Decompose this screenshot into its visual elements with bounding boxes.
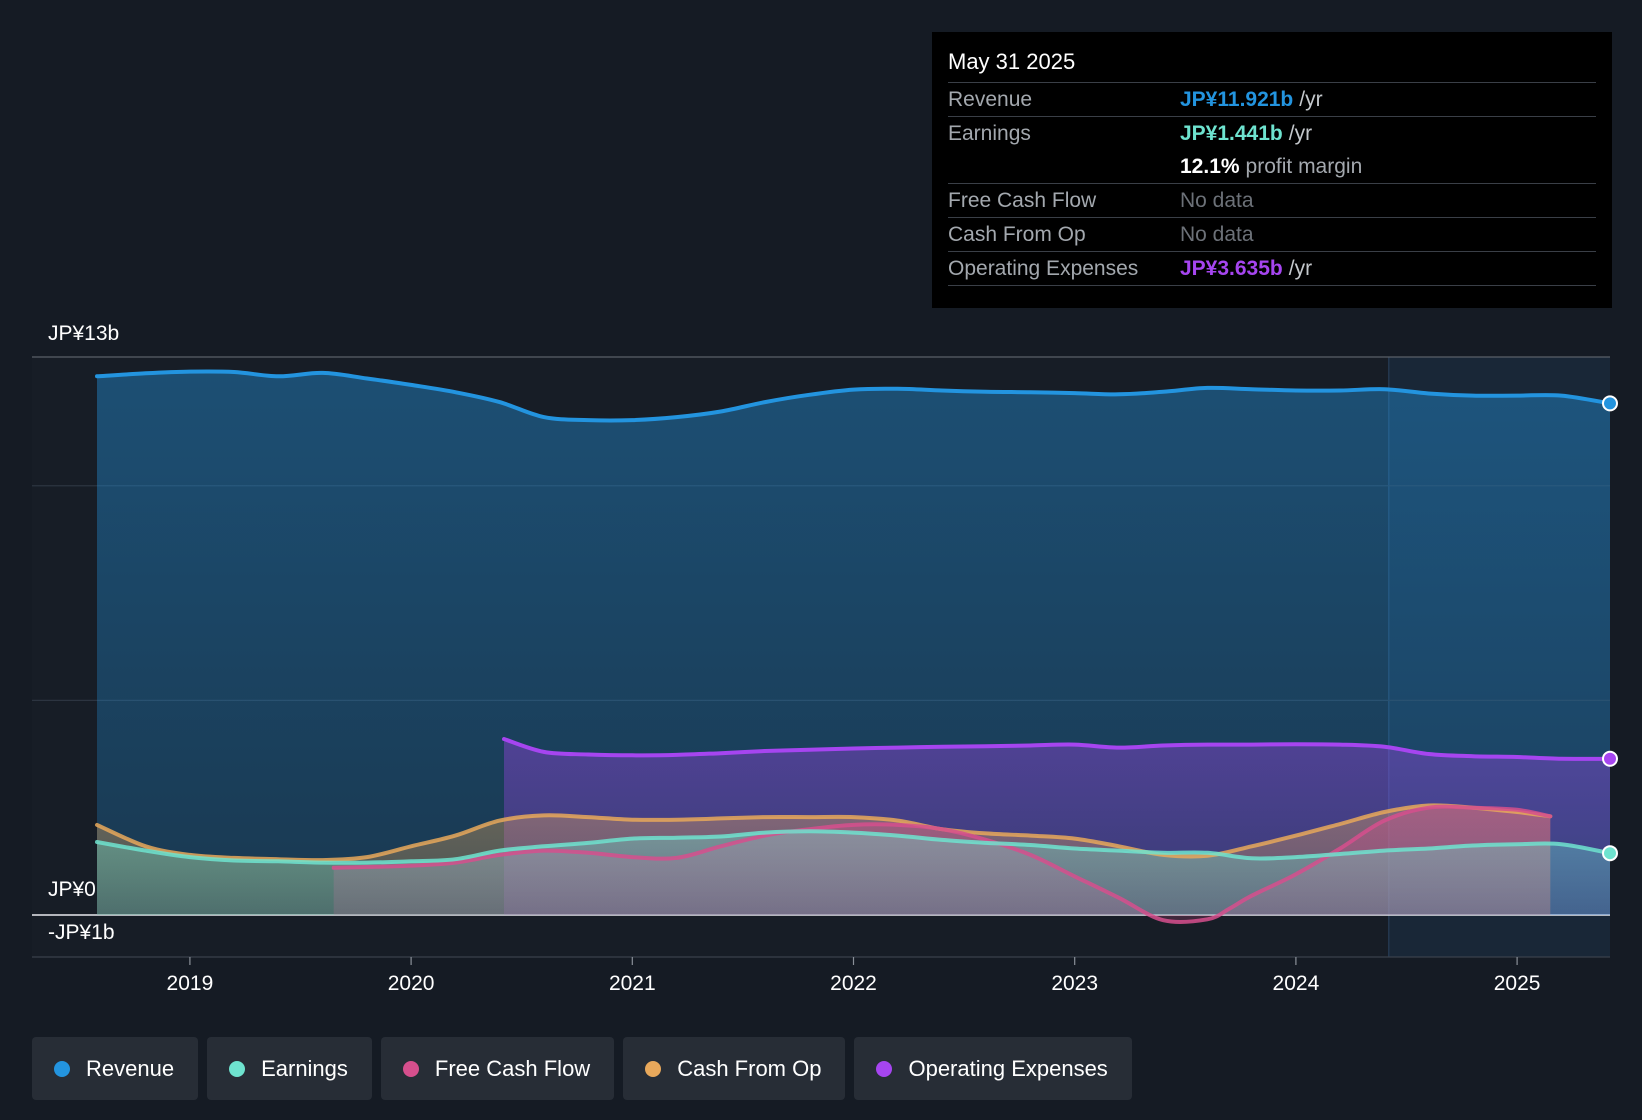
line-cash-from-op	[95, 803, 1553, 863]
x-tick-label: 2025	[1494, 972, 1541, 995]
tooltip-value: No data	[1180, 189, 1254, 212]
x-tick-label: 2021	[609, 972, 656, 995]
profit-margin-label: profit margin	[1245, 155, 1363, 178]
legend-label: Revenue	[86, 1055, 175, 1081]
x-tick-label: 2023	[1051, 972, 1098, 995]
tooltip-value: JP¥1.441b	[1180, 122, 1283, 145]
tooltip-row-opex: Operating Expenses JP¥3.635b /yr	[948, 252, 1596, 286]
legend-label: Cash From Op	[677, 1055, 822, 1081]
tooltip-label: Free Cash Flow	[948, 189, 1097, 212]
tooltip-unit: /yr	[1288, 122, 1313, 145]
legend-item-earnings[interactable]: Earnings	[207, 1037, 372, 1100]
legend-item-free-cash-flow[interactable]: Free Cash Flow	[380, 1037, 615, 1100]
tooltip-row-revenue: Revenue JP¥11.921b /yr	[948, 83, 1596, 117]
tooltip-unit: /yr	[1299, 88, 1323, 111]
legend-dot-icon	[876, 1060, 893, 1077]
tooltip-value: No data	[1180, 223, 1254, 246]
tooltip-unit: /yr	[1288, 257, 1313, 280]
legend: Revenue Earnings Free Cash Flow Cash Fro…	[32, 1037, 1132, 1100]
line-revenue	[95, 369, 1612, 423]
axis-labels: JP¥13b JP¥0 -JP¥1b	[48, 322, 119, 944]
area-earnings	[97, 831, 1610, 915]
tooltip-date: May 31 2025	[948, 46, 1596, 83]
end-marker-earnings	[1602, 845, 1618, 862]
series-areas	[97, 371, 1610, 922]
tooltip-row-cfo: Cash From Op No data	[948, 218, 1596, 252]
tooltip-label: Earnings	[948, 122, 1031, 145]
x-tick-label: 2022	[830, 972, 877, 995]
tooltip-value: JP¥3.635b	[1180, 257, 1283, 280]
legend-item-operating-expenses[interactable]: Operating Expenses	[854, 1037, 1132, 1100]
y-label-top: JP¥13b	[48, 322, 119, 345]
legend-item-revenue[interactable]: Revenue	[32, 1037, 199, 1100]
y-label-zero: JP¥0	[48, 878, 96, 901]
x-axis-ticks: 2019 2020 2021 2022 2023 2024 2025	[167, 957, 1541, 995]
profit-margin-value: 12.1%	[1180, 155, 1240, 178]
legend-label: Earnings	[261, 1055, 348, 1081]
line-free-cash-flow	[331, 804, 1553, 924]
end-markers	[1602, 395, 1618, 862]
x-tick-label: 2020	[388, 972, 435, 995]
line-operating-expenses	[502, 737, 1612, 761]
chart-canvas: JP¥13b JP¥0 -JP¥1b 2019 2020 2021 2022 2023 2…	[32, 322, 1618, 995]
tooltip-row-margin: 12.1% profit margin	[948, 150, 1596, 184]
legend-label: Operating Expenses	[908, 1055, 1108, 1081]
x-tick-label: 2024	[1273, 972, 1320, 995]
tooltip-label: Revenue	[948, 88, 1033, 111]
y-label-bottom: -JP¥1b	[48, 921, 115, 944]
tooltip-row-earnings: Earnings JP¥1.441b /yr	[948, 117, 1596, 150]
series-lines	[95, 369, 1612, 924]
tooltip-value: JP¥11.921b	[1180, 88, 1294, 111]
end-marker-revenue	[1602, 395, 1618, 412]
end-marker-operating-expenses	[1602, 750, 1618, 767]
x-tick-label: 2019	[167, 972, 214, 995]
tooltip-label: Cash From Op	[948, 223, 1086, 246]
legend-label: Free Cash Flow	[434, 1055, 591, 1081]
tooltip-row-fcf: Free Cash Flow No data	[948, 184, 1596, 218]
legend-dot-icon	[645, 1060, 662, 1077]
legend-dot-icon	[402, 1060, 419, 1077]
tooltip-panel: May 31 2025 Revenue JP¥11.921b /yr Earni…	[932, 32, 1612, 308]
line-earnings	[95, 829, 1612, 865]
legend-item-cash-from-op[interactable]: Cash From Op	[623, 1037, 846, 1100]
legend-dot-icon	[54, 1060, 70, 1077]
legend-dot-icon	[229, 1060, 246, 1077]
tooltip-label: Operating Expenses	[948, 257, 1139, 280]
